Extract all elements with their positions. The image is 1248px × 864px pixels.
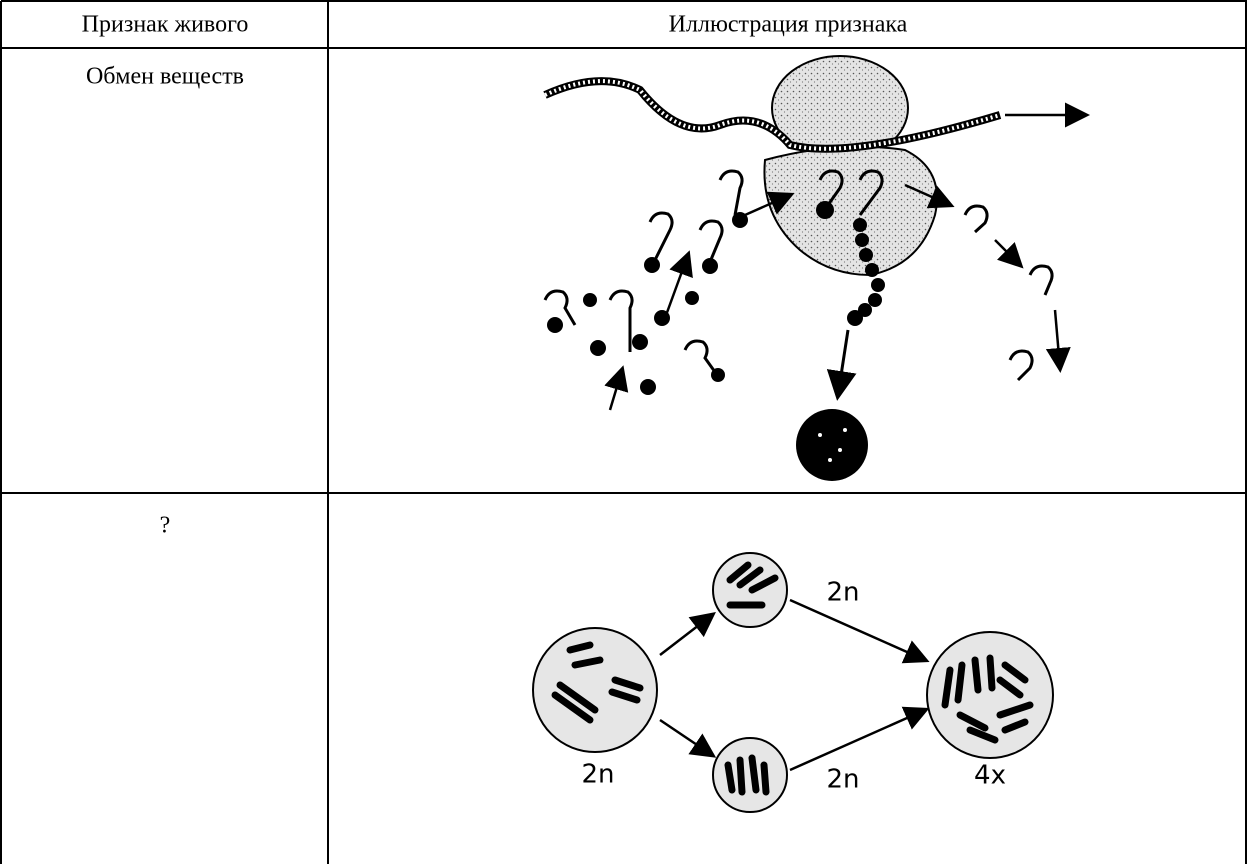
translation-illustration (543, 55, 1090, 481)
header-cell: Признак живого (82, 12, 249, 38)
division-illustration: 2n 2n 2n 4x (532, 552, 1054, 813)
ploidy-label: 2n (826, 765, 859, 795)
ploidy-label: 2n (581, 760, 614, 790)
row-label: Обмен веществ (86, 64, 244, 90)
ploidy-label: 4x (974, 761, 1006, 791)
row-label: ? (160, 513, 171, 539)
ploidy-label: 2n (826, 578, 859, 608)
header-cell: Иллюстрация признака (669, 12, 908, 38)
